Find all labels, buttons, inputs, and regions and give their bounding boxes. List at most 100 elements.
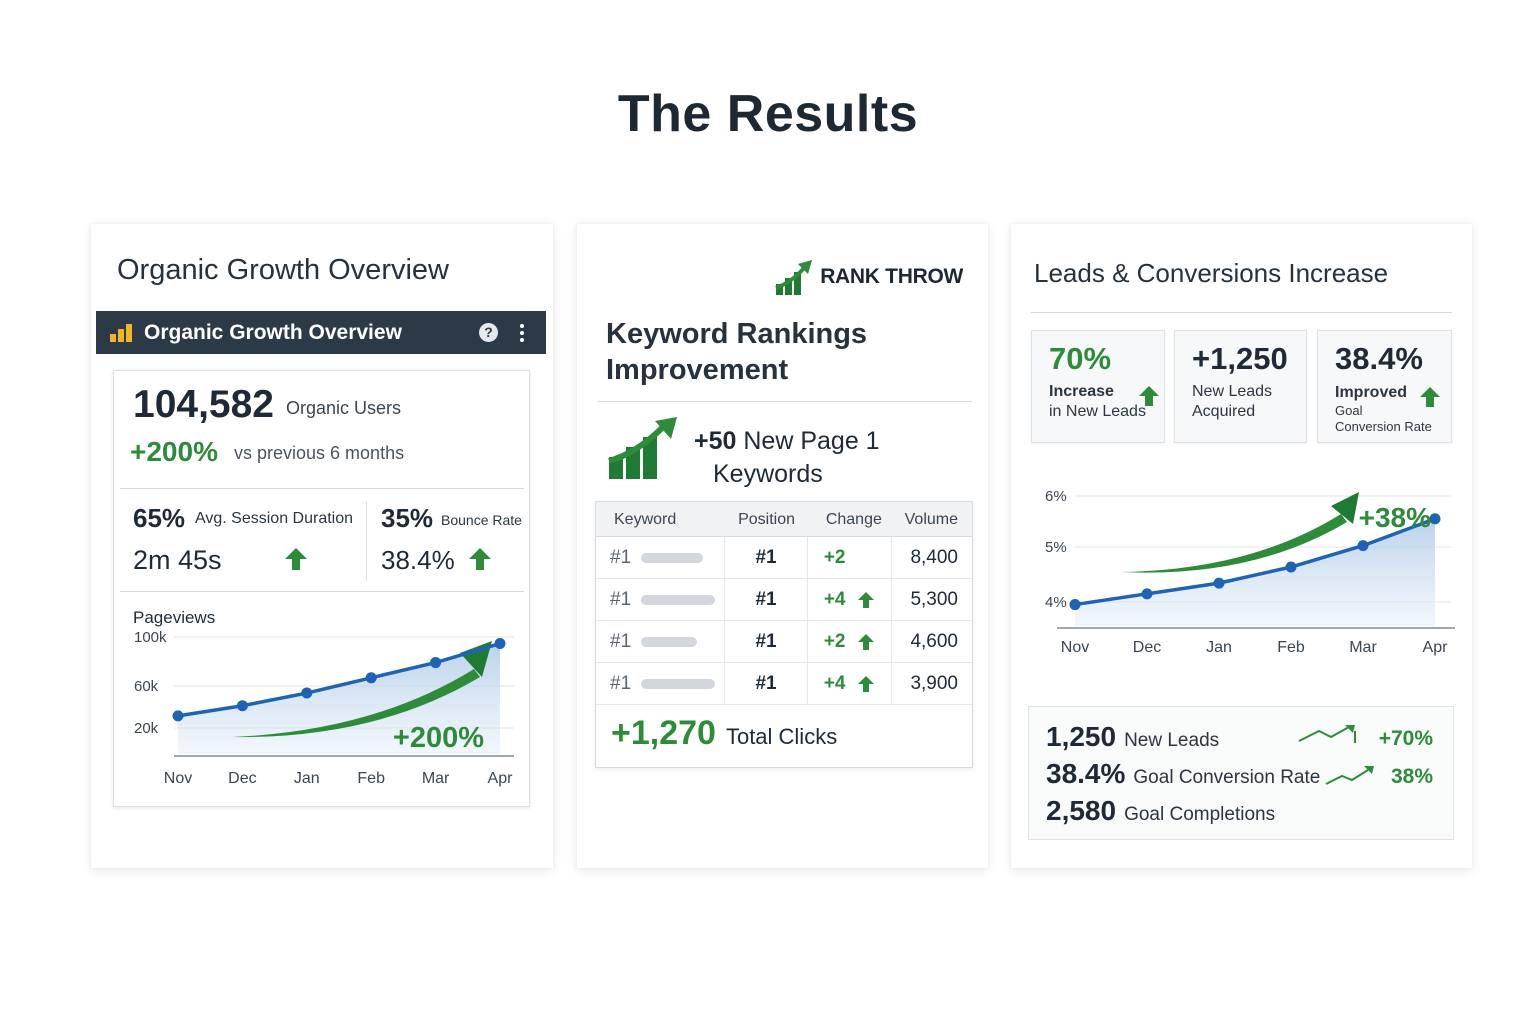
y-tick-label: 4% (1045, 594, 1067, 611)
change-cell: +2 (823, 546, 846, 568)
data-point (1141, 588, 1153, 600)
keyword-table: Keyword Position Change Volume #1 #1 +2 … (595, 501, 973, 768)
stat-value: 38.4% (1335, 341, 1423, 376)
leads-heading: Leads & Conversions Increase (1034, 258, 1389, 288)
column-header-change[interactable]: Change (825, 510, 882, 528)
arrow-up-icon (858, 633, 875, 650)
x-tick-label: Feb (1277, 639, 1305, 656)
keyword-heading-line1: Keyword Rankings (606, 318, 868, 350)
data-point (1213, 577, 1225, 589)
duration-value: 2m 45s (133, 545, 222, 575)
table-row[interactable]: #1 #1 +2 8,400 (596, 537, 972, 579)
chart-callout: +38% (1359, 502, 1431, 533)
keyword-heading-line2: Improvement (606, 354, 789, 386)
stat-label: Conversion Rate (1335, 419, 1432, 434)
redacted-keyword (641, 594, 716, 605)
total-clicks-value: +1,270 (611, 714, 716, 752)
data-point (301, 687, 313, 699)
divider (1031, 312, 1452, 313)
data-point (494, 638, 506, 650)
organic-growth-panel: Organic Growth Overview Organic Growth O… (91, 224, 553, 868)
keyword-cell: #1 (610, 672, 632, 694)
position-cell: #1 (725, 537, 808, 578)
data-point (430, 657, 442, 669)
keyword-cell: #1 (610, 630, 632, 652)
data-point (365, 672, 377, 684)
leads-summary-card: 1,250 New Leads +70% 38.4% Goal Conversi… (1028, 706, 1454, 840)
x-tick-label: Jan (1206, 639, 1232, 656)
table-row[interactable]: #1 #1 +4 5,300 (596, 579, 972, 621)
column-header-volume[interactable]: Volume (904, 511, 958, 528)
conversion-rate-chart: 6% 5% 4% Nov Dec Jan Feb Mar Apr +38% (1045, 488, 1455, 656)
bounce-label: Bounce Rate (441, 512, 522, 528)
growth-chart-icon (608, 417, 677, 479)
trend-up-icon (1325, 766, 1374, 785)
stat-card-increase: 70% Increase in New Leads (1031, 330, 1165, 443)
growth-arrow (1121, 514, 1347, 573)
organic-users-label: Organic Users (286, 398, 402, 418)
duration-label: Avg. Session Duration (195, 510, 354, 527)
stat-label: Improved (1335, 384, 1408, 401)
table-row[interactable]: #1 #1 +2 4,600 (596, 621, 972, 663)
stat-card-new-leads: +1,250 New Leads Acquired (1174, 330, 1307, 443)
summary-delta: 38% (1390, 765, 1433, 788)
y-tick-label: 20k (134, 720, 159, 737)
summary-value: 2,580 (1046, 795, 1117, 826)
summary-label: New Leads (1124, 730, 1220, 751)
table-header: Keyword Position Change Volume (596, 502, 972, 537)
growth-arrow (232, 669, 480, 738)
y-tick-label: 100k (134, 629, 167, 646)
stat-card-conversion-rate: 38.4% Improved Goal Conversion Rate (1317, 330, 1452, 443)
organic-users-value: 104,582 (133, 383, 274, 426)
summary-value: 38.4% (1046, 758, 1126, 789)
stat-label: Goal (1335, 403, 1363, 418)
y-tick-label: 60k (134, 678, 159, 695)
volume-cell: 5,300 (910, 589, 958, 610)
x-tick-label: Jan (294, 770, 320, 787)
data-point (1285, 561, 1297, 573)
keyword-cell: #1 (610, 546, 632, 568)
column-header-position[interactable]: Position (738, 511, 796, 528)
volume-cell: 8,400 (910, 547, 958, 568)
bar-chart-icon (110, 323, 134, 342)
stat-value: 70% (1049, 341, 1112, 376)
organic-widget-header: Organic Growth Overview ? (96, 311, 546, 354)
organic-heading: Organic Growth Overview (117, 254, 449, 286)
total-clicks: +1,270 Total Clicks (611, 714, 837, 753)
pageviews-chart: Pageviews 100k 60k 20k Nov Dec Jan Feb Mar Apr+20… (133, 608, 514, 787)
data-point (236, 700, 248, 712)
trend-up-icon (1298, 725, 1356, 743)
stat-label: Acquired (1192, 403, 1256, 420)
redacted-keyword (641, 552, 704, 563)
brand-logo: RANK THROW (774, 258, 963, 296)
summary-row: 2,580 Goal Completions (1046, 795, 1275, 827)
summary-delta: +70% (1378, 727, 1433, 750)
more-menu-icon[interactable] (520, 323, 526, 342)
total-clicks-label: Total Clicks (725, 724, 838, 749)
table-row[interactable]: #1 #1 +4 3,900 (596, 663, 972, 705)
position-cell: #1 (725, 663, 808, 704)
divider (366, 501, 367, 581)
new-page-one-value: +50 (694, 427, 737, 455)
x-tick-label: Apr (488, 770, 514, 787)
keyword-rankings-panel: RANK THROW Keyword Rankings Improvement … (577, 224, 988, 868)
change-cell: +2 (823, 630, 846, 652)
data-point (1429, 513, 1441, 525)
position-cell: #1 (725, 621, 808, 662)
bounce-value: 38.4% (381, 545, 455, 575)
series-line (177, 641, 501, 718)
arrow-up-icon (1139, 386, 1159, 406)
chart-callout: +200% (393, 722, 484, 754)
divider (598, 401, 972, 402)
change-cell: +4 (823, 672, 846, 694)
x-tick-label: Apr (1423, 639, 1449, 656)
bounce-pct: 35% (381, 503, 434, 533)
stat-label: Increase (1049, 383, 1114, 400)
divider (120, 591, 524, 592)
column-header-keyword[interactable]: Keyword (614, 510, 677, 528)
help-icon[interactable]: ? (479, 323, 498, 342)
stat-label: New Leads (1192, 383, 1273, 400)
organic-metrics-card: 104,582 Organic Users +200% vs previous … (113, 370, 530, 807)
x-tick-label: Mar (1349, 639, 1377, 656)
stat-value: +1,250 (1192, 341, 1288, 376)
